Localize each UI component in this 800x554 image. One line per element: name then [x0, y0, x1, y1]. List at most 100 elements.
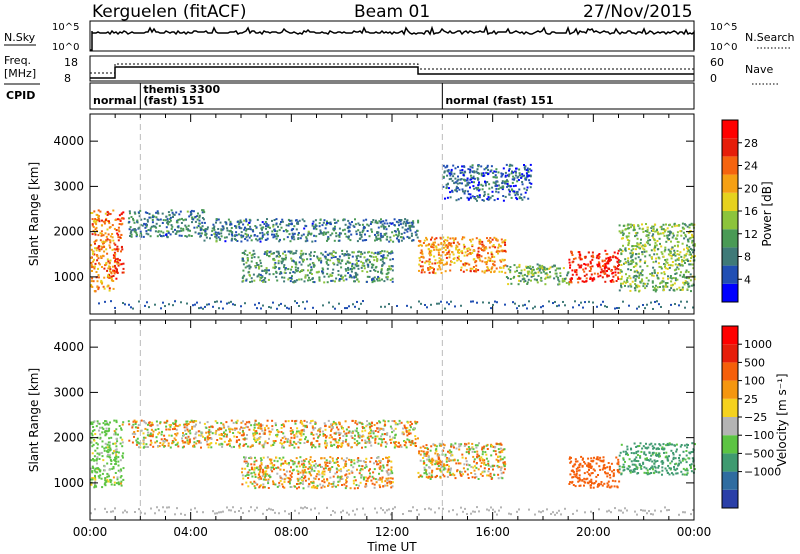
range-gate-cell	[693, 243, 696, 246]
range-gate-cell	[484, 182, 487, 185]
range-gate-cell	[589, 262, 592, 265]
range-gate-cell	[189, 421, 192, 423]
range-gate-cell	[326, 272, 329, 275]
range-gate-cell	[290, 443, 292, 446]
range-gate-cell	[592, 277, 595, 280]
range-gate-cell	[309, 279, 312, 282]
range-gate-cell	[688, 277, 690, 280]
range-gate-cell	[540, 276, 543, 279]
range-gate-cell	[607, 274, 610, 277]
ground-scatter-cell	[620, 509, 622, 512]
range-gate-cell	[539, 279, 542, 282]
range-gate-cell	[253, 426, 256, 429]
ground-scatter-cell	[504, 303, 506, 306]
range-gate-cell	[654, 244, 656, 247]
range-gate-cell	[382, 428, 385, 430]
range-gate-cell	[455, 244, 458, 247]
range-gate-cell	[512, 175, 515, 178]
range-gate-cell	[294, 266, 297, 269]
range-gate-cell	[293, 225, 296, 228]
range-gate-cell	[236, 220, 239, 223]
range-gate-cell	[523, 268, 526, 271]
range-gate-cell	[243, 251, 245, 254]
range-gate-cell	[177, 225, 180, 228]
range-gate-cell	[94, 218, 97, 220]
range-gate-cell	[290, 223, 293, 226]
ground-scatter-cell	[476, 301, 478, 304]
range-gate-cell	[373, 252, 376, 255]
range-gate-cell	[90, 212, 93, 214]
range-gate-cell	[518, 172, 521, 175]
ground-scatter-cell	[110, 300, 112, 303]
range-gate-cell	[112, 254, 115, 257]
range-gate-cell	[387, 477, 390, 480]
range-gate-cell	[340, 445, 343, 448]
range-gate-cell	[377, 234, 380, 237]
range-gate-cell	[98, 429, 100, 432]
range-gate-cell	[336, 258, 339, 260]
range-gate-cell	[202, 435, 204, 438]
range-gate-cell	[91, 430, 94, 433]
range-gate-cell	[288, 444, 291, 447]
range-gate-cell	[302, 233, 305, 236]
range-gate-cell	[172, 441, 175, 443]
range-gate-cell	[523, 196, 526, 199]
ground-scatter-cell	[288, 307, 290, 310]
range-gate-cell	[328, 425, 331, 428]
range-gate-cell	[289, 427, 292, 430]
range-gate-cell	[559, 275, 562, 277]
range-gate-cell	[376, 260, 379, 263]
range-gate-cell	[277, 225, 279, 228]
range-gate-cell	[548, 267, 551, 270]
range-gate-cell	[493, 255, 496, 258]
range-gate-cell	[477, 196, 480, 199]
range-gate-cell	[228, 233, 231, 236]
range-gate-cell	[99, 474, 102, 477]
range-gate-cell	[189, 210, 192, 213]
range-gate-cell	[116, 245, 119, 248]
range-gate-cell	[618, 261, 621, 263]
range-gate-cell	[580, 264, 583, 267]
range-gate-cell	[248, 457, 251, 459]
ground-scatter-cell	[180, 301, 182, 304]
range-gate-cell	[629, 223, 632, 226]
range-gate-cell	[540, 271, 543, 274]
range-gate-cell	[482, 244, 485, 247]
range-gate-cell	[488, 187, 491, 190]
range-gate-cell	[354, 280, 356, 283]
range-gate-cell	[157, 230, 160, 233]
range-gate-cell	[461, 169, 464, 171]
range-gate-cell	[168, 214, 171, 217]
range-gate-cell	[371, 422, 373, 425]
range-gate-cell	[310, 433, 313, 436]
range-gate-cell	[341, 427, 344, 430]
range-gate-cell	[653, 249, 656, 252]
ground-scatter-cell	[498, 509, 500, 512]
range-gate-cell	[686, 225, 689, 228]
ground-scatter-cell	[682, 511, 684, 514]
range-gate-cell	[685, 269, 688, 272]
range-gate-cell	[664, 229, 667, 232]
range-gate-cell	[656, 229, 658, 232]
range-gate-cell	[673, 223, 676, 226]
range-gate-cell	[301, 218, 304, 221]
range-gate-cell	[350, 435, 353, 438]
range-gate-cell	[408, 237, 411, 240]
range-gate-cell	[182, 227, 185, 230]
range-gate-cell	[618, 263, 620, 266]
range-gate-cell	[280, 431, 283, 433]
colorbar-tick-label: 24	[744, 160, 758, 173]
range-gate-cell	[315, 433, 318, 436]
range-gate-cell	[145, 232, 148, 235]
range-gate-cell	[266, 254, 268, 257]
range-gate-cell	[642, 247, 645, 250]
range-gate-cell	[127, 420, 130, 423]
range-gate-cell	[504, 175, 507, 178]
range-gate-cell	[496, 249, 499, 252]
range-gate-cell	[480, 165, 483, 168]
range-gate-cell	[131, 426, 134, 429]
range-gate-cell	[643, 245, 646, 248]
range-gate-cell	[388, 265, 391, 268]
range-gate-cell	[281, 276, 284, 279]
range-gate-cell	[102, 428, 105, 430]
